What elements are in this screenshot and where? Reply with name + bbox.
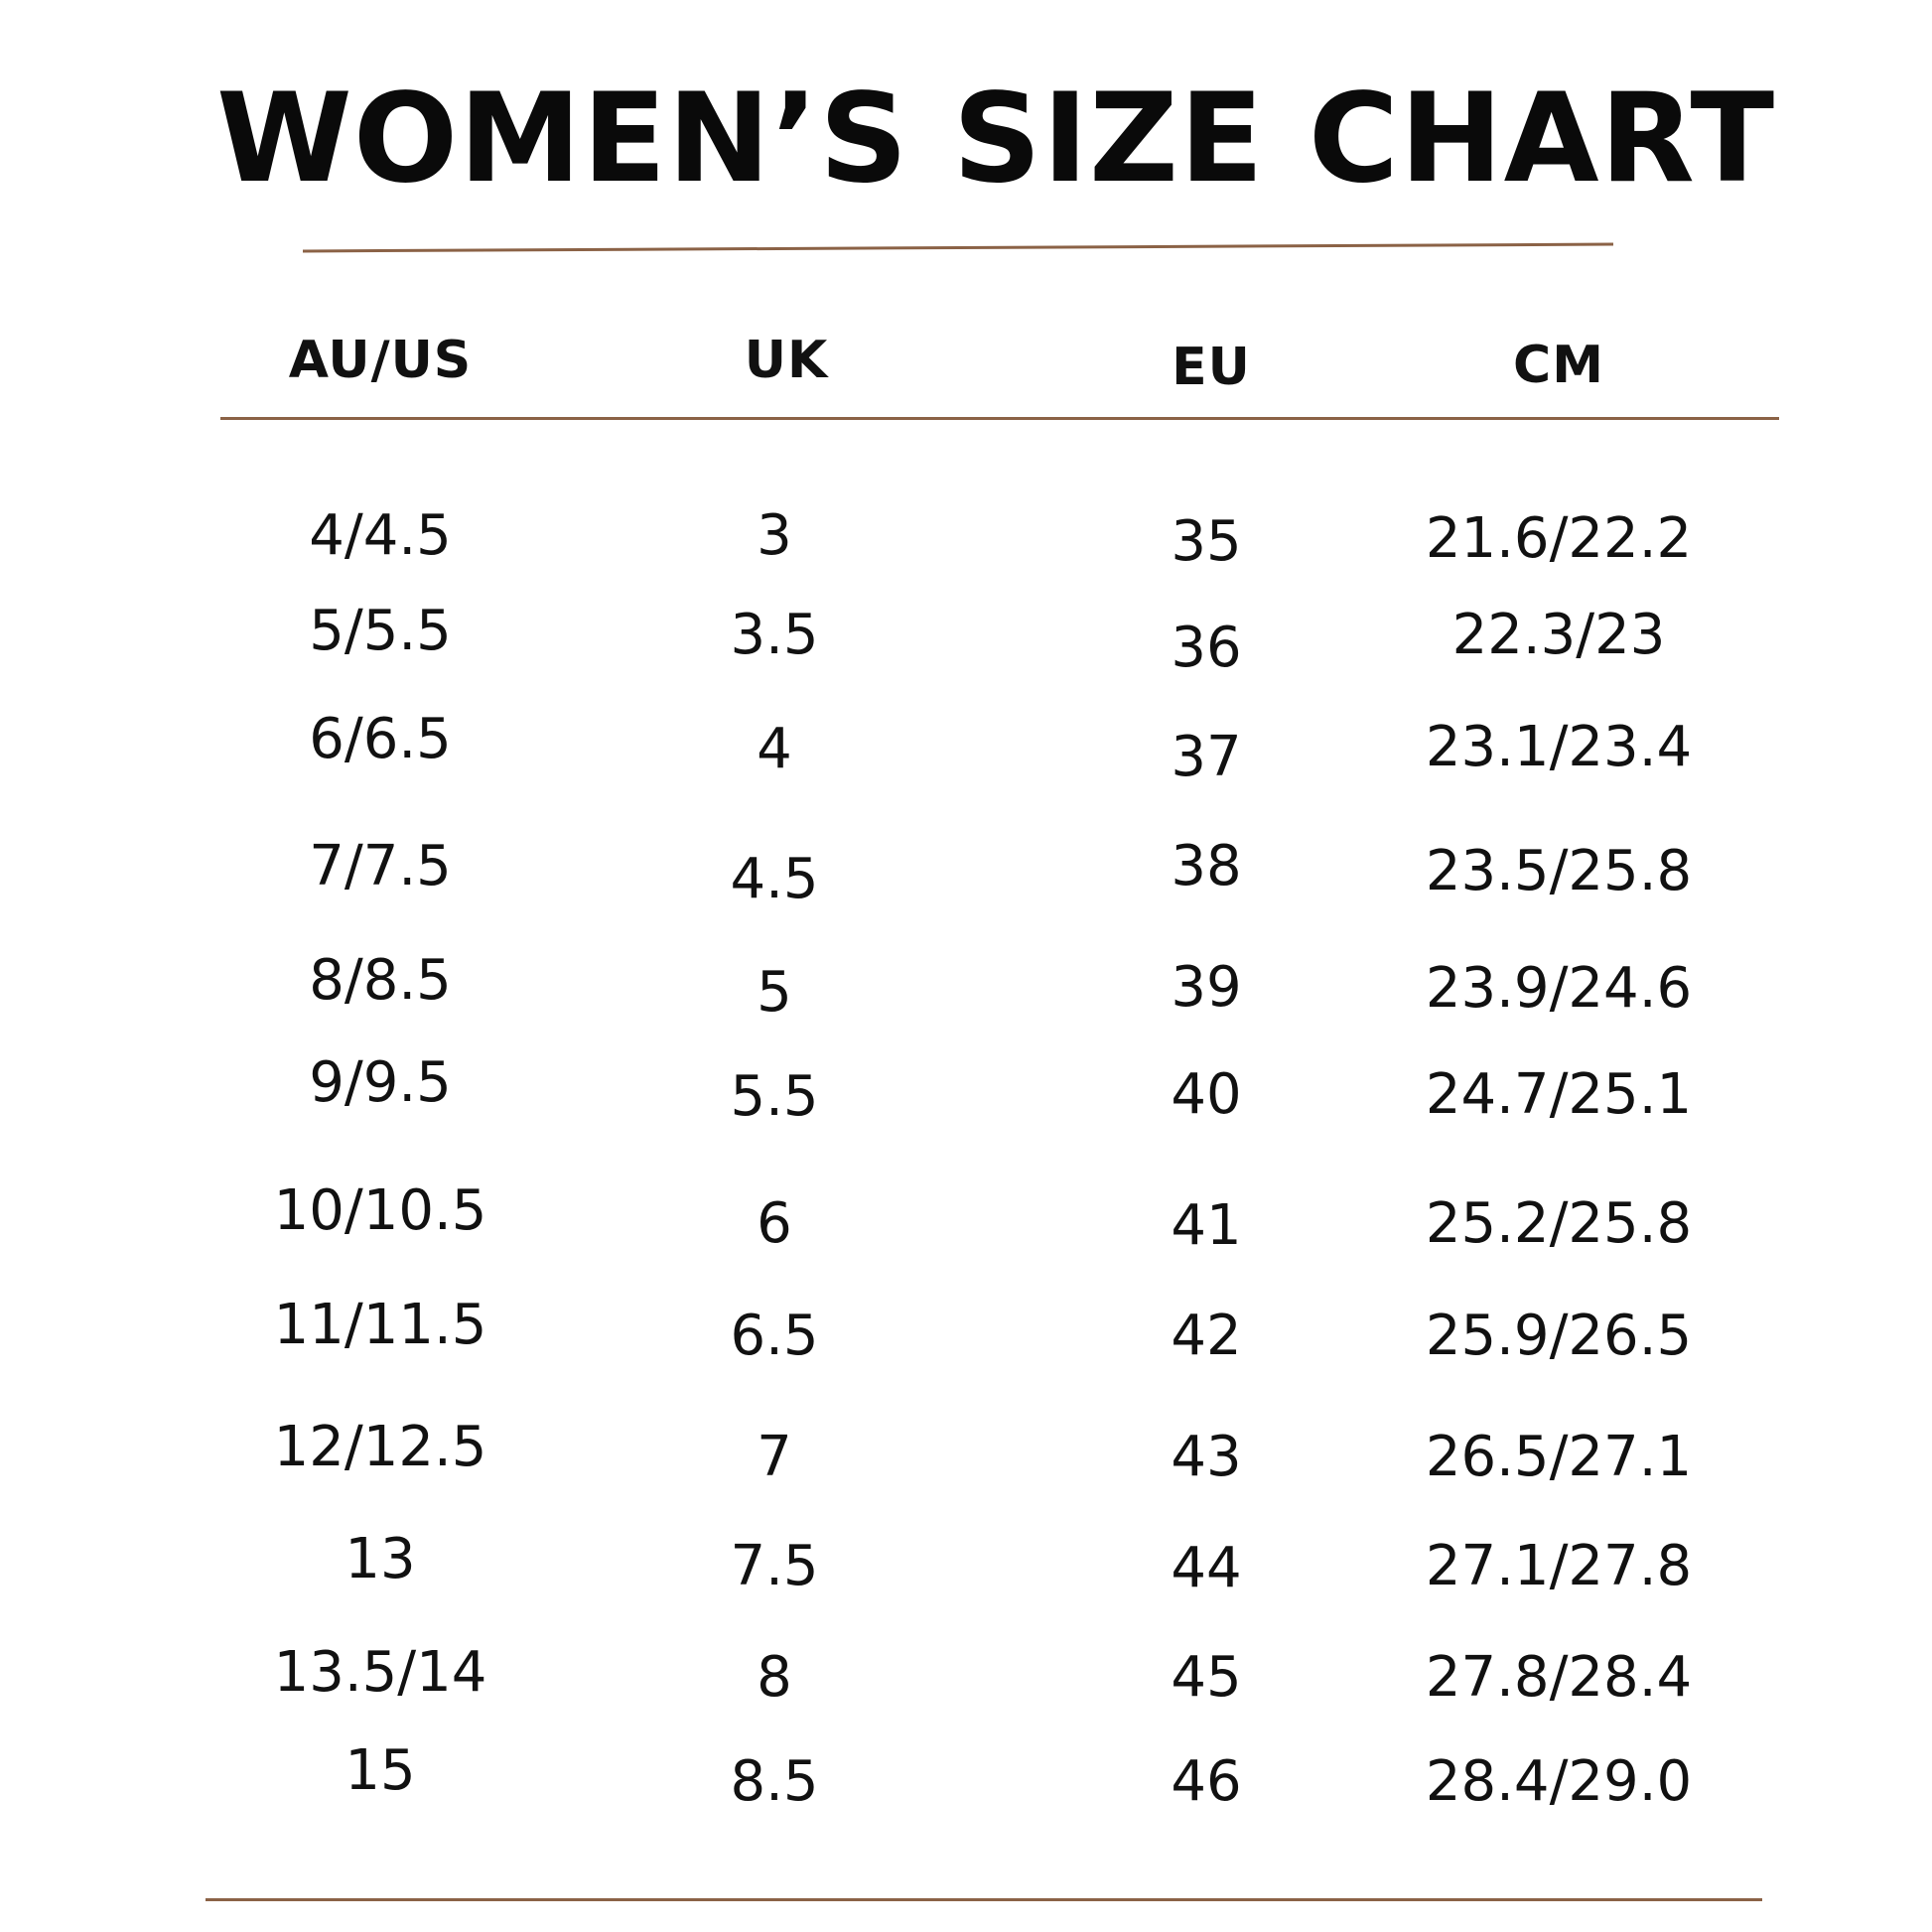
- column-header-cm: CM: [1513, 336, 1604, 395]
- table-cell-eu: 43: [1171, 1425, 1242, 1489]
- table-cell-cm: 22.3/23: [1451, 603, 1666, 667]
- table-cell-au-us: 8/8.5: [309, 948, 452, 1013]
- table-cell-cm: 23.5/25.8: [1425, 839, 1693, 903]
- table-cell-uk: 5.5: [730, 1064, 819, 1129]
- table-cell-uk: 6.5: [730, 1304, 819, 1368]
- table-cell-eu: 35: [1171, 509, 1242, 574]
- table-cell-cm: 26.5/27.1: [1425, 1425, 1693, 1489]
- bottom-divider: [206, 1898, 1762, 1901]
- table-cell-uk: 3: [757, 503, 792, 568]
- table-cell-eu: 36: [1171, 616, 1242, 680]
- table-cell-uk: 5: [757, 960, 792, 1025]
- table-cell-au-us: 4/4.5: [309, 503, 452, 568]
- table-cell-uk: 6: [757, 1191, 792, 1256]
- table-cell-uk: 3.5: [730, 603, 819, 667]
- table-cell-au-us: 6/6.5: [309, 707, 452, 771]
- table-cell-cm: 27.8/28.4: [1425, 1645, 1693, 1710]
- table-cell-au-us: 7/7.5: [309, 834, 452, 898]
- table-cell-cm: 27.1/27.8: [1425, 1534, 1693, 1598]
- table-cell-eu: 46: [1171, 1749, 1242, 1814]
- table-cell-uk: 7: [757, 1425, 792, 1489]
- table-cell-eu: 37: [1171, 725, 1242, 789]
- column-header-eu: EU: [1172, 338, 1251, 397]
- table-cell-eu: 38: [1171, 834, 1242, 898]
- table-cell-eu: 42: [1171, 1304, 1242, 1368]
- title-underline: [303, 242, 1613, 253]
- table-cell-cm: 21.6/22.2: [1425, 506, 1693, 571]
- table-cell-eu: 40: [1171, 1062, 1242, 1127]
- table-cell-eu: 44: [1171, 1536, 1242, 1600]
- table-cell-au-us: 13: [345, 1527, 416, 1591]
- header-divider: [220, 417, 1779, 420]
- table-cell-eu: 45: [1171, 1645, 1242, 1710]
- table-cell-cm: 25.9/26.5: [1425, 1304, 1693, 1368]
- table-cell-eu: 39: [1171, 955, 1242, 1020]
- table-cell-uk: 8.5: [730, 1749, 819, 1814]
- table-cell-uk: 8: [757, 1645, 792, 1710]
- table-cell-cm: 23.9/24.6: [1425, 956, 1693, 1021]
- table-cell-cm: 28.4/29.0: [1425, 1749, 1693, 1814]
- table-cell-cm: 25.2/25.8: [1425, 1191, 1693, 1256]
- table-cell-uk: 7.5: [730, 1534, 819, 1598]
- table-cell-uk: 4.5: [730, 847, 819, 911]
- table-cell-cm: 24.7/25.1: [1425, 1062, 1693, 1127]
- table-cell-au-us: 9/9.5: [309, 1050, 452, 1115]
- table-cell-uk: 4: [757, 717, 792, 781]
- column-header-uk: UK: [744, 331, 829, 390]
- table-cell-au-us: 13.5/14: [273, 1640, 487, 1705]
- column-header-au-us: AU/US: [288, 331, 473, 390]
- table-cell-cm: 23.1/23.4: [1425, 715, 1693, 779]
- page-title: WOMEN’S SIZE CHART: [215, 68, 1776, 210]
- table-cell-au-us: 5/5.5: [309, 599, 452, 663]
- table-cell-au-us: 15: [345, 1738, 416, 1803]
- table-cell-au-us: 11/11.5: [273, 1293, 487, 1357]
- table-cell-au-us: 12/12.5: [273, 1415, 487, 1479]
- table-cell-au-us: 10/10.5: [273, 1178, 487, 1243]
- table-cell-eu: 41: [1171, 1193, 1242, 1258]
